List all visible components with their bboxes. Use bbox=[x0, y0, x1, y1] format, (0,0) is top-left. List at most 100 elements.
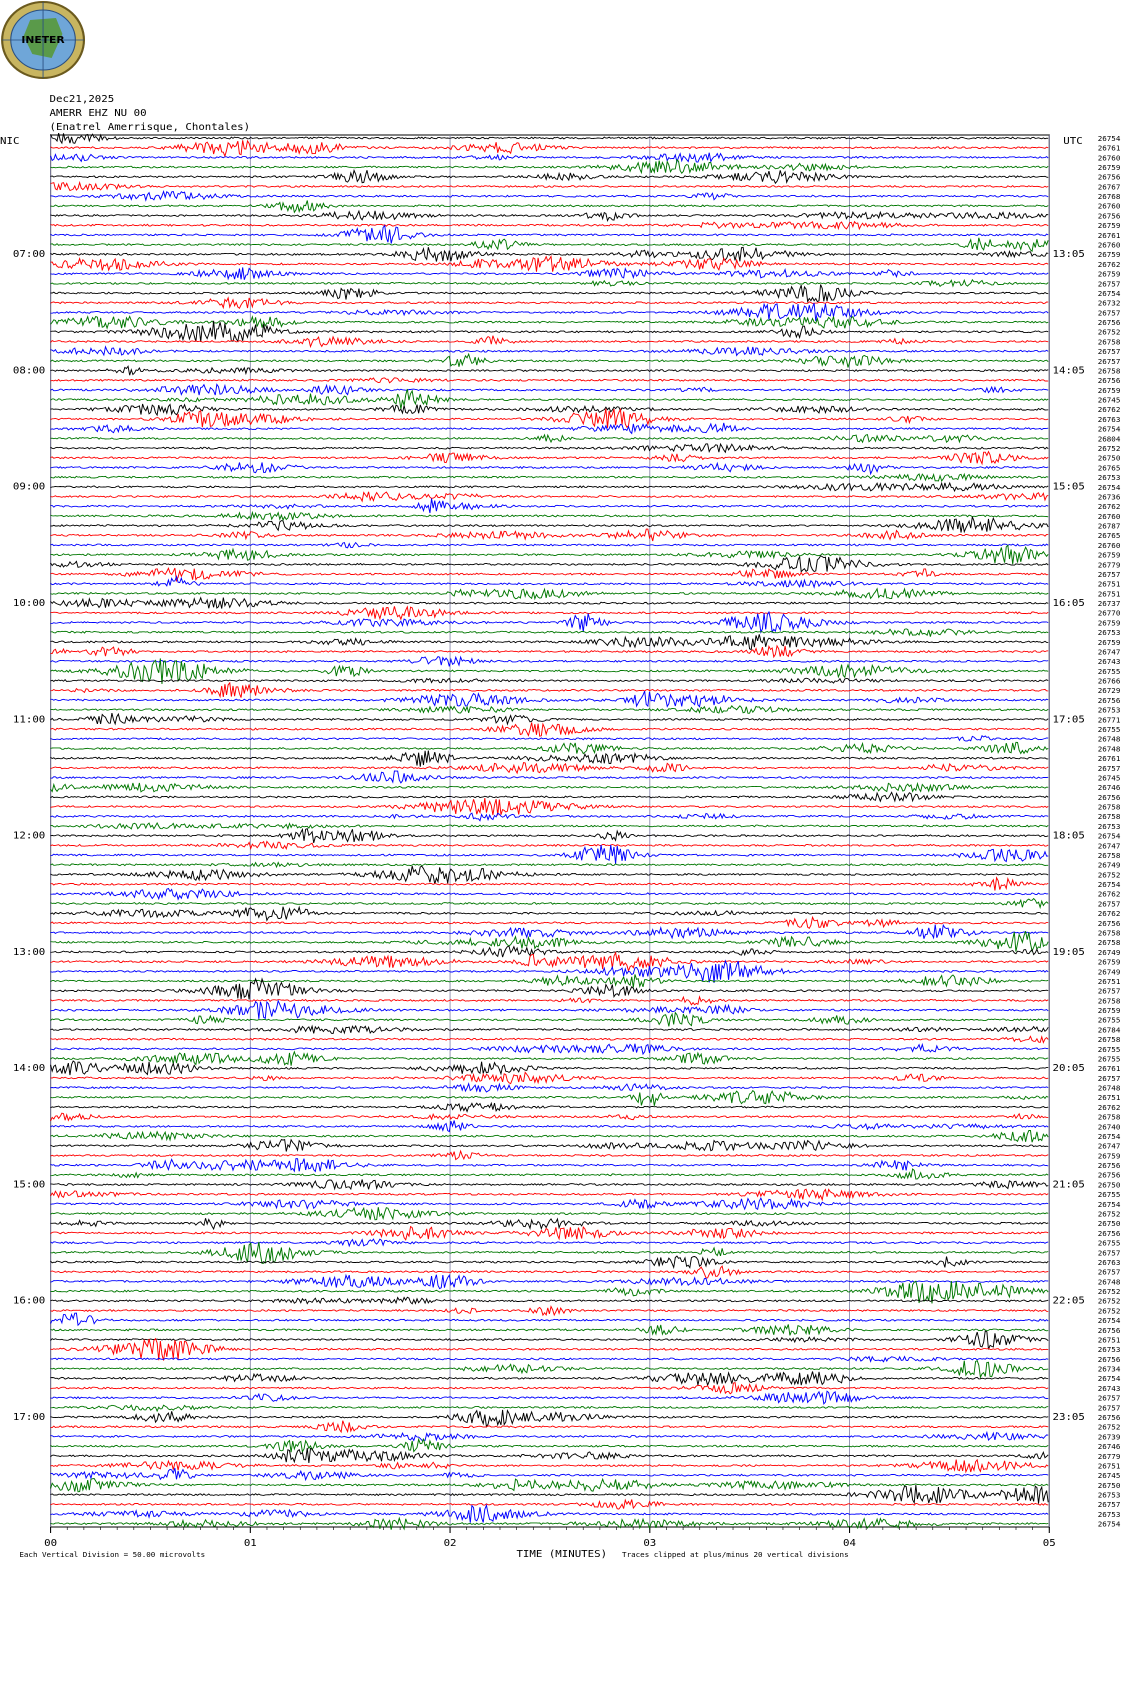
trace bbox=[50, 1330, 1049, 1350]
trace-value: 26745 bbox=[1098, 1471, 1121, 1480]
trace bbox=[50, 1324, 1049, 1336]
trace-value: 26762 bbox=[1098, 260, 1121, 269]
trace bbox=[50, 1168, 1049, 1180]
trace bbox=[50, 628, 1049, 637]
left-time-label: 13:00 bbox=[13, 946, 45, 958]
trace bbox=[50, 133, 1049, 145]
left-time-label: 12:00 bbox=[13, 830, 45, 842]
right-time-label: 18:05 bbox=[1053, 830, 1085, 842]
trace bbox=[50, 827, 1049, 844]
trace bbox=[50, 1382, 1049, 1395]
trace-value: 26784 bbox=[1098, 1026, 1121, 1035]
scale-note: Each Vertical Division = 50.00 microvolt… bbox=[19, 1550, 205, 1559]
trace bbox=[50, 844, 1049, 864]
trace bbox=[50, 1217, 1049, 1231]
trace-value: 26757 bbox=[1098, 280, 1121, 289]
trace bbox=[50, 220, 1049, 231]
trace bbox=[50, 180, 1049, 192]
trace-value: 26762 bbox=[1098, 1103, 1121, 1112]
trace-value: 26748 bbox=[1098, 745, 1121, 754]
trace-value: 26758 bbox=[1098, 1035, 1121, 1044]
trace-value: 26759 bbox=[1098, 1152, 1121, 1161]
trace-value: 26756 bbox=[1098, 376, 1121, 385]
right-zone: UTC bbox=[1063, 135, 1082, 147]
trace bbox=[50, 741, 1049, 755]
trace-value: 26740 bbox=[1098, 1123, 1121, 1132]
trace-value: 26768 bbox=[1098, 192, 1121, 201]
left-time-label: 16:00 bbox=[13, 1295, 45, 1307]
trace bbox=[50, 1196, 1049, 1211]
trace bbox=[50, 861, 1049, 869]
trace-value: 26758 bbox=[1098, 367, 1121, 376]
trace bbox=[50, 690, 1049, 708]
trace bbox=[50, 1120, 1049, 1133]
trace-value: 26756 bbox=[1098, 318, 1121, 327]
trace-value: 26759 bbox=[1098, 638, 1121, 647]
trace bbox=[50, 422, 1049, 435]
left-time-label: 14:00 bbox=[13, 1062, 45, 1074]
trace bbox=[50, 1498, 1049, 1510]
trace-value: 26804 bbox=[1098, 435, 1121, 444]
trace bbox=[50, 315, 1049, 330]
trace bbox=[50, 481, 1049, 493]
left-time-label: 17:00 bbox=[13, 1411, 45, 1423]
trace-value: 26754 bbox=[1098, 880, 1121, 889]
trace bbox=[50, 237, 1049, 253]
trace bbox=[50, 284, 1049, 304]
trace-value: 26751 bbox=[1098, 590, 1121, 599]
trace-value: 26760 bbox=[1098, 154, 1121, 163]
trace bbox=[50, 865, 1049, 885]
trace bbox=[50, 1225, 1049, 1241]
trace bbox=[50, 1404, 1049, 1413]
trace-value: 26757 bbox=[1098, 357, 1121, 366]
trace bbox=[50, 168, 1049, 185]
trace-value: 26759 bbox=[1098, 619, 1121, 628]
trace bbox=[50, 139, 1049, 158]
trace bbox=[50, 1071, 1049, 1085]
trace bbox=[50, 945, 1049, 958]
trace-value: 26759 bbox=[1098, 163, 1121, 172]
trace bbox=[50, 152, 1049, 164]
trace bbox=[50, 1296, 1049, 1305]
trace-value: 26759 bbox=[1098, 250, 1121, 259]
trace bbox=[50, 1206, 1049, 1221]
trace bbox=[50, 596, 1049, 609]
trace-value: 26755 bbox=[1098, 1045, 1121, 1054]
trace-value: 26767 bbox=[1098, 183, 1121, 192]
trace-value: 26757 bbox=[1098, 570, 1121, 579]
trace-value: 26755 bbox=[1098, 1190, 1121, 1199]
trace-value: 26755 bbox=[1098, 725, 1121, 734]
title-line: Dec21,2025 bbox=[50, 93, 115, 105]
right-time-label: 14:05 bbox=[1053, 365, 1085, 377]
trace bbox=[50, 345, 1049, 357]
trace-value: 26743 bbox=[1098, 657, 1121, 666]
trace-value: 26752 bbox=[1098, 1210, 1121, 1219]
trace-value: 26757 bbox=[1098, 987, 1121, 996]
trace bbox=[50, 798, 1049, 816]
trace-value: 26779 bbox=[1098, 1452, 1121, 1461]
trace-value: 26754 bbox=[1098, 832, 1121, 841]
trace bbox=[50, 1238, 1049, 1248]
trace bbox=[50, 605, 1049, 621]
trace bbox=[50, 735, 1049, 742]
trace-value: 26779 bbox=[1098, 561, 1121, 570]
x-tick-label: 03 bbox=[643, 1537, 656, 1549]
trace-value: 26765 bbox=[1098, 464, 1121, 473]
trace bbox=[50, 791, 1049, 803]
right-time-label: 20:05 bbox=[1053, 1062, 1085, 1074]
trace-value: 26756 bbox=[1098, 1171, 1121, 1180]
trace-value: 26761 bbox=[1098, 231, 1121, 240]
trace bbox=[50, 959, 1049, 983]
trace-value: 26758 bbox=[1098, 929, 1121, 938]
trace bbox=[50, 1241, 1049, 1264]
right-time-label: 16:05 bbox=[1053, 597, 1085, 609]
trace-value: 26765 bbox=[1098, 531, 1121, 540]
trace-value: 26759 bbox=[1098, 958, 1121, 967]
trace-value: 26750 bbox=[1098, 1219, 1121, 1228]
trace-value: 26762 bbox=[1098, 502, 1121, 511]
trace-value: 26752 bbox=[1098, 1307, 1121, 1316]
trace bbox=[50, 1138, 1049, 1152]
trace bbox=[50, 840, 1049, 850]
trace-value: 26745 bbox=[1098, 396, 1121, 405]
trace-value: 26751 bbox=[1098, 1462, 1121, 1471]
